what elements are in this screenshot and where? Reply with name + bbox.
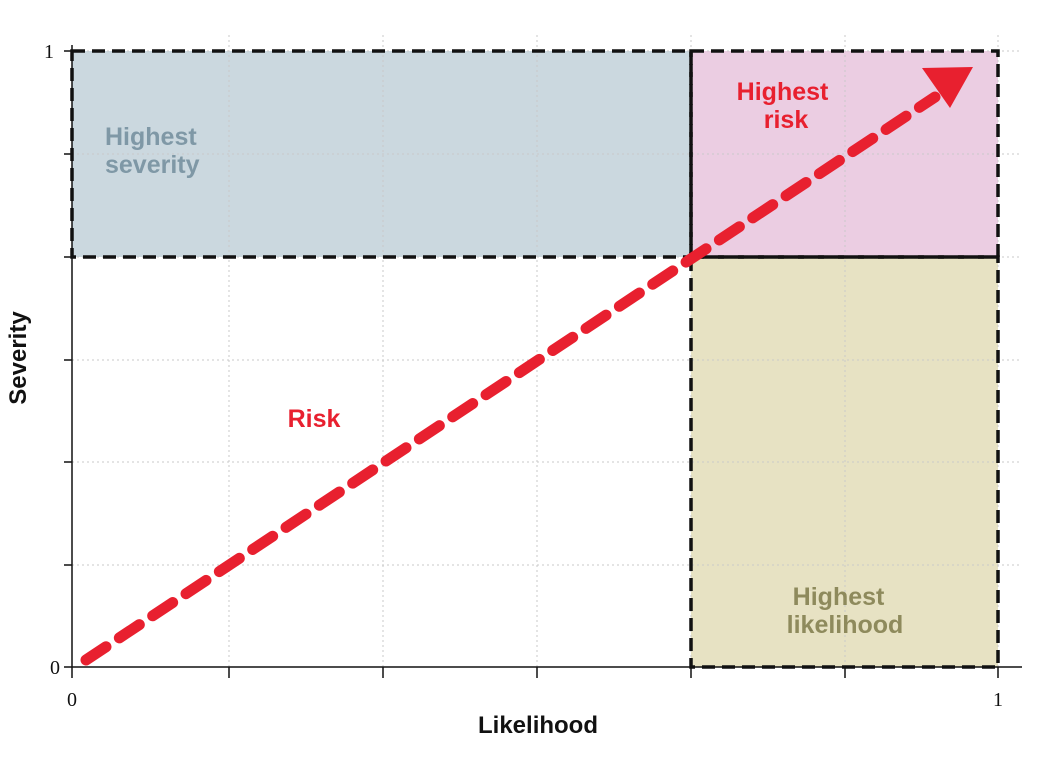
risk-arrow-line	[80, 91, 941, 666]
risk-arrowhead	[922, 67, 973, 108]
x-axis-title: Likelihood	[478, 712, 598, 739]
y-tick-0: 0	[50, 657, 60, 679]
highest-risk-label: Highest risk	[737, 78, 836, 134]
axes	[64, 45, 1022, 678]
y-tick-1: 1	[44, 41, 54, 63]
x-tick-0: 0	[67, 689, 77, 711]
highest-likelihood-label: Highest likelihood	[787, 583, 904, 639]
highest-severity-label: Highest severity	[105, 123, 204, 179]
y-axis-title: Severity	[5, 311, 32, 405]
x-tick-1: 1	[993, 689, 1003, 711]
risk-label: Risk	[288, 405, 341, 433]
